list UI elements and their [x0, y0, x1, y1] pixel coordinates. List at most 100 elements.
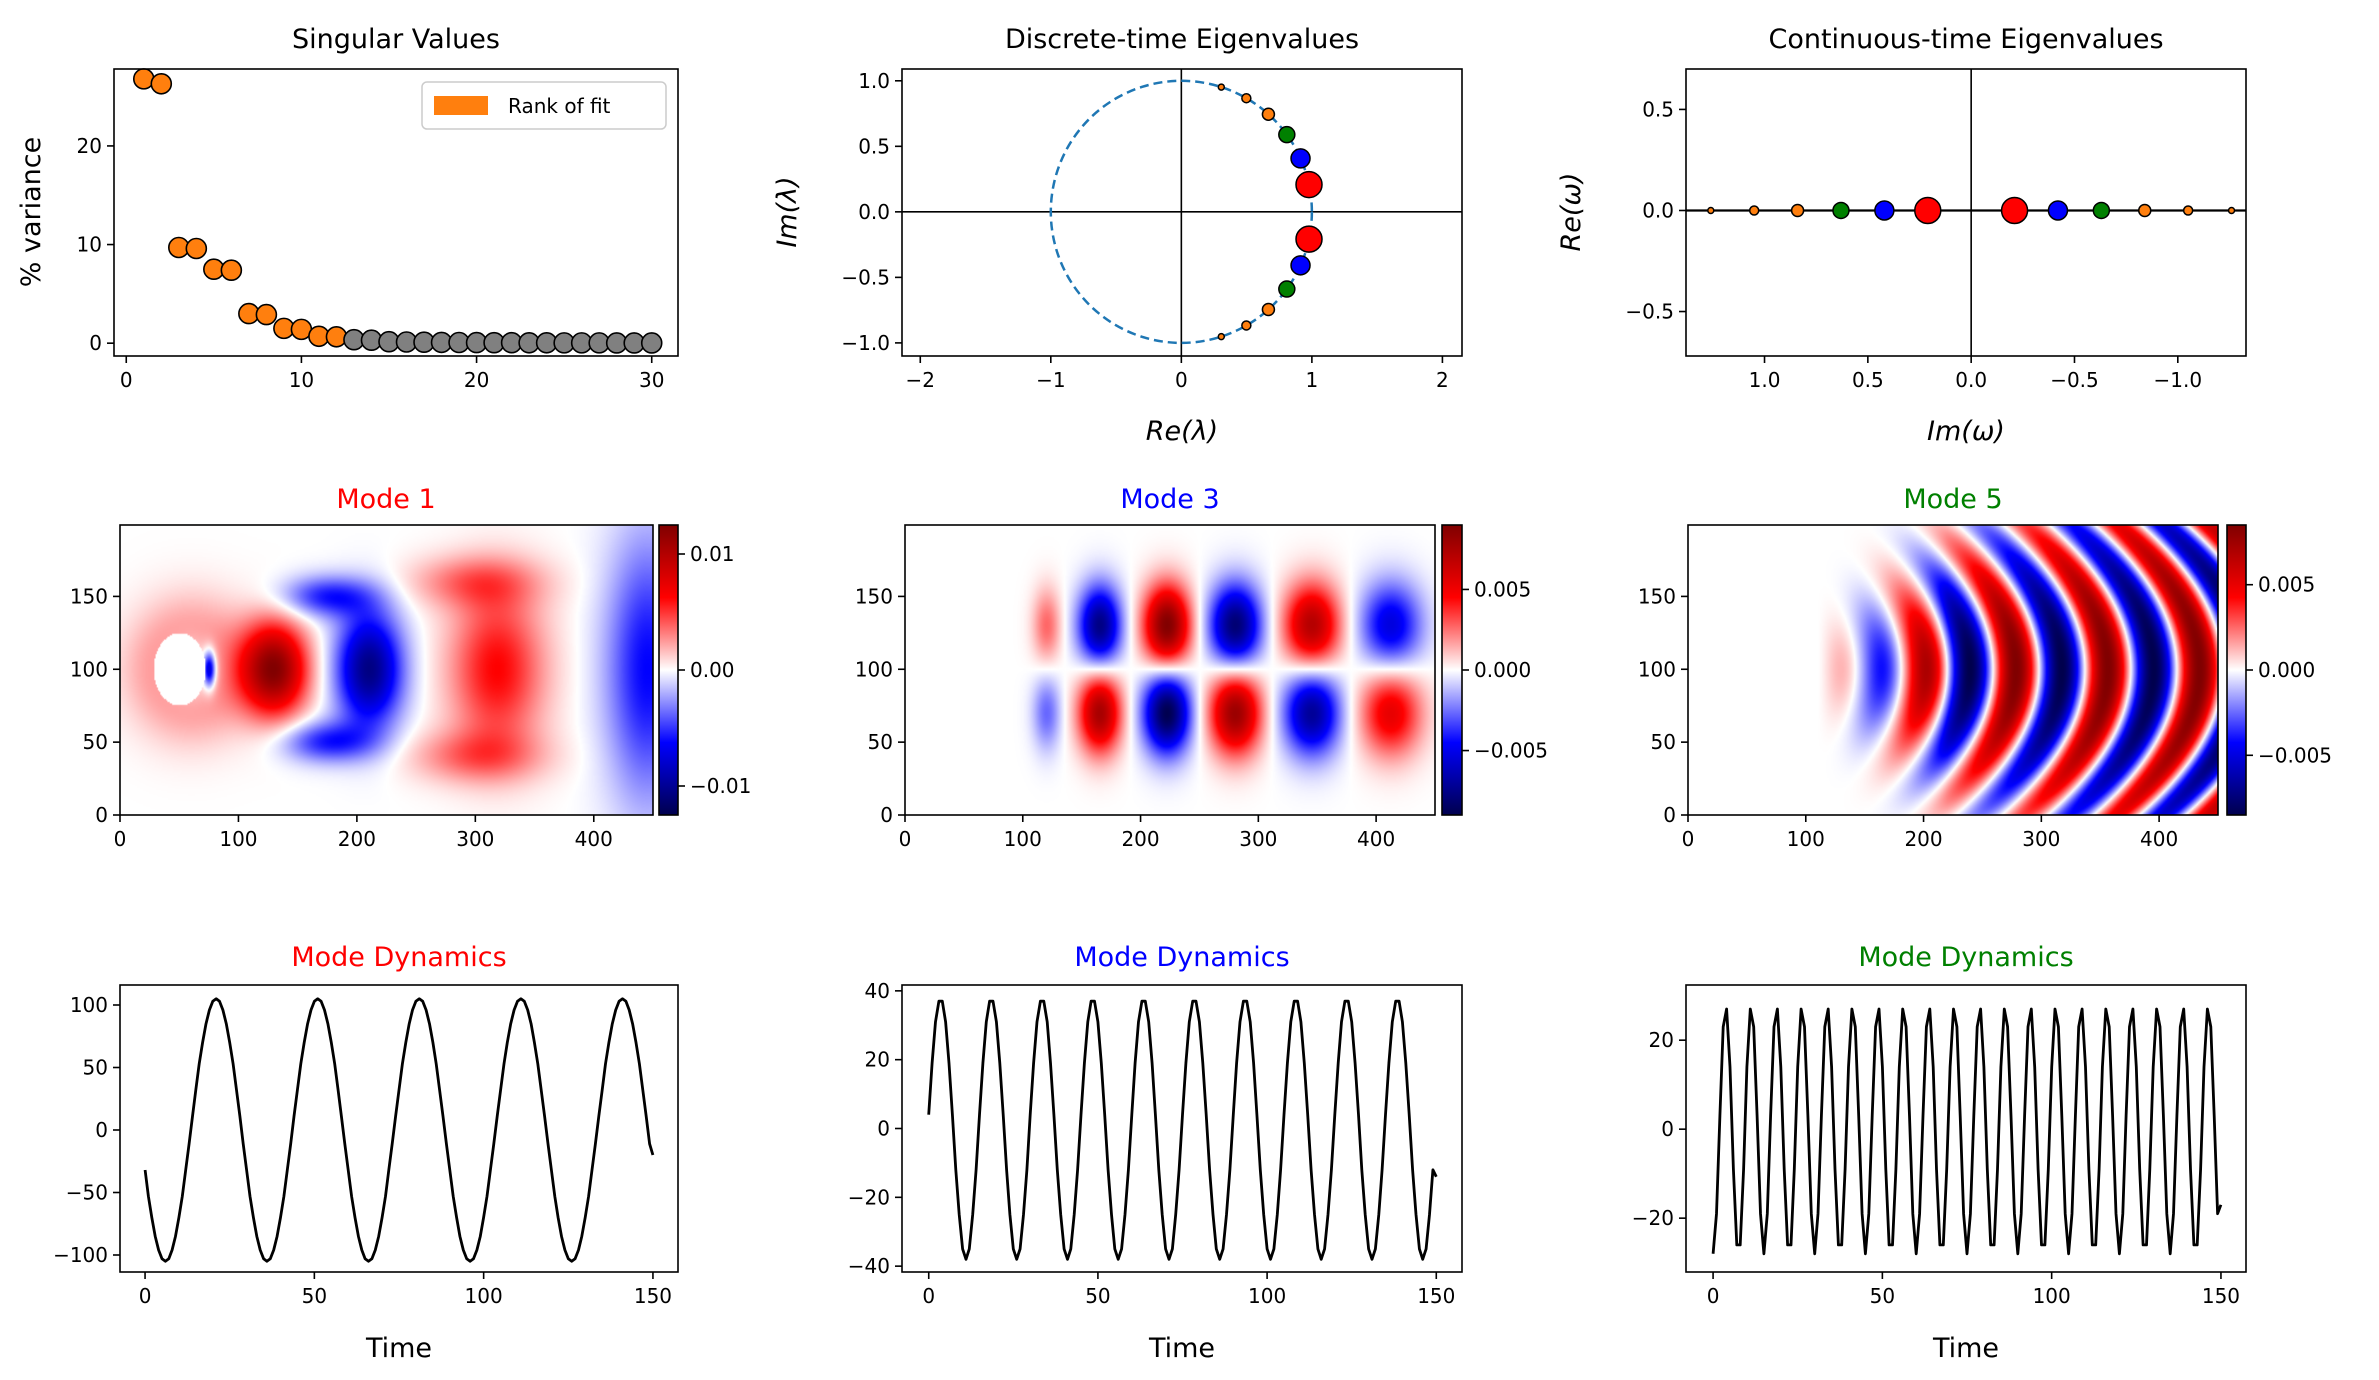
x-tick-label: 0.5 — [1852, 368, 1884, 392]
singular-values-title: Singular Values — [292, 24, 500, 55]
eigenvalue-point — [2182, 205, 2194, 216]
y-tick-label: −0.5 — [1625, 300, 1674, 324]
y-tick-label: 100 — [1638, 657, 1676, 681]
colorbar-tick-label: 0.01 — [690, 542, 735, 566]
x-tick-label: 300 — [2022, 827, 2060, 851]
y-tick-label: −0.5 — [841, 265, 890, 289]
y-tick-label: 0 — [95, 803, 108, 827]
eigenvalue-point — [2000, 196, 2029, 225]
y-tick-label: 100 — [70, 657, 108, 681]
x-tick-label: 0 — [139, 1284, 152, 1308]
x-tick-label: 100 — [1248, 1284, 1286, 1308]
singular-values-ylabel: % variance — [16, 137, 47, 287]
eigenvalue-point — [1217, 332, 1226, 341]
eigenvalue-point — [1261, 302, 1276, 317]
x-tick-label: 400 — [575, 827, 613, 851]
x-tick-label: 0 — [922, 1284, 935, 1308]
eigenvalue-point — [2227, 206, 2236, 215]
y-tick-label: −1.0 — [841, 331, 890, 355]
y-tick-label: 50 — [1651, 730, 1676, 754]
y-tick-label: 0 — [877, 1117, 890, 1141]
mode-dynamics-line — [927, 999, 1438, 1261]
axes-frame — [1687, 524, 2219, 816]
y-tick-label: 100 — [70, 993, 108, 1017]
y-tick-label: −20 — [848, 1185, 890, 1209]
x-tick-label: 200 — [338, 827, 376, 851]
x-tick-label: −0.5 — [2050, 368, 2099, 392]
y-tick-label: 0.0 — [1642, 198, 1674, 222]
mode-dynamics-line — [1711, 1007, 2223, 1256]
mode-5-heatmap — [1688, 525, 2218, 815]
x-tick-label: 100 — [1004, 827, 1042, 851]
eigenvalue-point — [1241, 92, 1252, 104]
axes-frame — [1685, 984, 2247, 1273]
axes-frame — [119, 984, 679, 1273]
unit-circle — [1049, 79, 1314, 345]
y-tick-label: 20 — [865, 1048, 890, 1072]
axes-4: 0 100 200 300 400 0 50 100 150 0.005 0.000 −0.005 — [855, 524, 1548, 851]
y-tick-label: 0.5 — [858, 134, 890, 158]
y-tick-label: 0 — [1661, 1117, 1674, 1141]
y-tick-label: 40 — [865, 979, 890, 1003]
y-tick-label: 20 — [1649, 1028, 1674, 1052]
x-tick-label: 100 — [1787, 827, 1825, 851]
legend-label: Rank of fit — [508, 94, 611, 118]
colorbar — [2226, 524, 2247, 816]
x-tick-label: 0 — [120, 368, 133, 392]
x-tick-label: 0 — [1682, 827, 1695, 851]
x-tick-label: 1.0 — [1749, 368, 1781, 392]
singular-values-legend: Rank of fit — [421, 81, 667, 130]
axes-frame — [113, 68, 679, 357]
eigenvalue-point — [1290, 255, 1311, 276]
mode-3-heatmap — [905, 525, 1435, 815]
x-tick-label: 100 — [465, 1284, 503, 1308]
x-tick-label: −2 — [906, 368, 935, 392]
y-tick-label: 0 — [1663, 803, 1676, 827]
singular-value-point — [150, 72, 173, 95]
mode-3-title: Mode 3 — [1120, 484, 1219, 515]
eigenvalue-point — [1295, 170, 1323, 199]
mode-3-dynamics-title: Mode Dynamics — [1074, 942, 1289, 973]
x-tick-label: 100 — [2033, 1284, 2071, 1308]
mode-1-title: Mode 1 — [336, 484, 435, 515]
mode-5-title: Mode 5 — [1903, 484, 2002, 515]
axes-frame — [901, 68, 1463, 357]
x-tick-label: 400 — [2140, 827, 2178, 851]
x-tick-label: 0 — [1707, 1284, 1720, 1308]
colorbar-tick-label: 0.000 — [2258, 658, 2315, 682]
x-tick-label: −1.0 — [2154, 368, 2203, 392]
discrete-xlabel: Re(λ) — [1146, 416, 1218, 447]
eigenvalue-point — [1278, 125, 1296, 144]
singular-value-point — [185, 237, 208, 260]
colorbar-tick-label: 0.00 — [690, 658, 735, 682]
y-tick-label: 0.0 — [858, 200, 890, 224]
y-tick-label: 0 — [89, 331, 102, 355]
y-tick-label: 50 — [83, 1056, 108, 1080]
x-tick-label: 200 — [1121, 827, 1159, 851]
legend-frame — [421, 81, 667, 130]
continuous-ylabel: Re(ω) — [1556, 172, 1587, 251]
y-tick-label: 20 — [77, 134, 102, 158]
axes-0: 0 10 20 30 0 10 20 — [77, 68, 679, 392]
eigenvalue-point — [1874, 200, 1895, 221]
eigenvalue-point — [1241, 320, 1252, 331]
axes-2: 1.0 0.5 0.0 −0.5 −1.0 0.5 0.0 −0.5 — [1625, 68, 2247, 392]
discrete-eigenvalues-title: Discrete-time Eigenvalues — [1005, 24, 1359, 55]
eigenvalue-point — [1295, 225, 1323, 253]
eigenvalue-point — [2137, 203, 2152, 218]
axes-frame — [904, 524, 1436, 816]
y-tick-label: 100 — [855, 657, 893, 681]
x-tick-label: 50 — [1870, 1284, 1895, 1308]
y-tick-label: 10 — [77, 233, 102, 257]
y-tick-label: −100 — [53, 1243, 108, 1267]
eigenvalue-point — [1748, 205, 1760, 216]
x-tick-label: 0 — [114, 827, 127, 851]
y-tick-label: 150 — [855, 584, 893, 608]
axes-3: 0 100 200 300 400 0 50 100 150 0.01 0.00 −0.01 — [70, 524, 751, 851]
mode-1-dynamics-xlabel: Time — [365, 1333, 432, 1364]
y-tick-label: 1.0 — [858, 69, 890, 93]
mode-dynamics-line — [143, 997, 655, 1263]
colorbar — [1441, 524, 1463, 816]
